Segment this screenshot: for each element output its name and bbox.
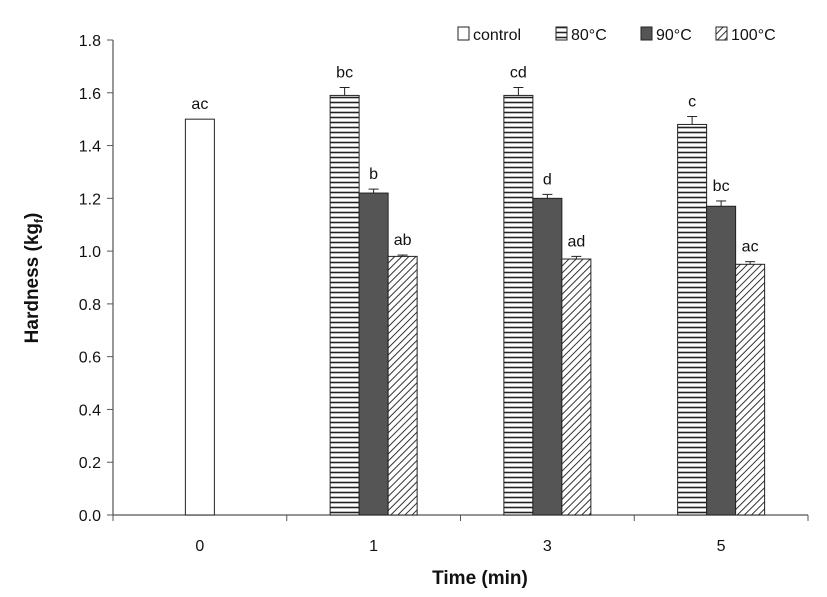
y-tick-label: 1.2 [79,191,101,208]
y-tick-label: 0.6 [79,350,101,367]
y-tick-label: 0.0 [79,508,101,525]
x-tick-label: 3 [543,538,552,555]
data-label: b [369,166,378,183]
y-axis-title-close: ) [22,213,43,219]
x-tick-label: 1 [369,538,378,555]
bar [184,118,215,516]
bar [329,94,360,516]
y-axis-title-main: Hardness (kg [22,223,43,343]
bar [561,258,592,516]
legend-swatch [640,26,653,41]
x-tick-label: 5 [717,538,726,555]
legend-label: 80°C [571,27,607,44]
bar [706,205,737,516]
y-tick-label: 1.8 [79,33,101,50]
y-tick-label: 0.2 [79,455,101,472]
x-axis-title: Time (min) [432,568,528,589]
data-label: bc [336,65,353,82]
legend: control 80°C 90°C 100°C [457,26,776,44]
bar [358,192,389,516]
y-tick-label: 1.4 [79,139,101,156]
y-tick-label: 0.8 [79,297,101,314]
y-tick-label: 1.0 [79,244,101,261]
bar [735,263,766,516]
data-label: ac [742,239,759,256]
bar [677,123,708,516]
bar [503,94,534,516]
legend-label: 90°C [656,27,692,44]
data-label: ab [394,232,412,249]
data-label: bc [713,178,730,195]
legend-label: control [473,27,521,44]
y-axis-title-subscript: f [32,218,46,223]
bar [387,255,418,516]
data-label: ad [567,233,585,250]
data-label: c [688,94,696,111]
bar [532,197,563,516]
x-tick-label: 0 [195,538,204,555]
y-tick-label: 1.6 [79,86,101,103]
data-label: cd [510,65,527,82]
legend-label: 100°C [731,27,776,44]
legend-swatch [715,26,728,41]
data-label: ac [191,96,208,113]
y-axis-title: Hardness (kgf) [22,213,46,344]
legend-swatch [457,26,470,41]
y-tick-label: 0.4 [79,402,101,419]
data-label: d [543,171,552,188]
legend-swatch [555,26,568,41]
